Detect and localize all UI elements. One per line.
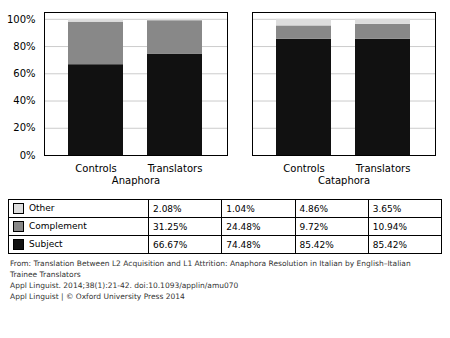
- svg-text:Controls: Controls: [75, 163, 116, 174]
- html-text:From: Translation Between L2 A: From: Translation Between L2 Acquisition…: [10, 259, 411, 268]
- svg-text:0%: 0%: [20, 150, 36, 161]
- svg-text:60%: 60%: [13, 68, 35, 79]
- svg-text:40%: 40%: [13, 95, 35, 106]
- html-text:Other: Other: [29, 203, 55, 213]
- html-text:1.04%: 1.04%: [226, 203, 255, 214]
- svg-text:Translators: Translators: [147, 163, 203, 174]
- html-text:3.65%: 3.65%: [372, 203, 402, 214]
- html-text:31.25%: 31.25%: [153, 221, 188, 232]
- html-text:24.48%: 24.48%: [226, 221, 261, 232]
- html-text:Subject: Subject: [29, 239, 63, 249]
- svg-text:Translators: Translators: [355, 163, 411, 174]
- html-text:Trainee Translators: Trainee Translators: [10, 269, 81, 279]
- svg-text:Cataphora: Cataphora: [318, 175, 370, 186]
- svg-text:Anaphora: Anaphora: [112, 175, 160, 186]
- html-text:74.48%: 74.48%: [226, 239, 261, 250]
- html-text:Complement: Complement: [29, 221, 87, 231]
- html-text:85.42%: 85.42%: [372, 239, 408, 250]
- html-text:9.72%: 9.72%: [299, 221, 329, 232]
- svg-text:100%: 100%: [7, 14, 36, 25]
- svg-text:Controls: Controls: [283, 163, 324, 174]
- svg-text:20%: 20%: [13, 122, 35, 133]
- html-text:Appl Linguist. 2014;38(1):21-4: Appl Linguist. 2014;38(1):21-42. doi:10.…: [10, 280, 239, 290]
- html-text:85.42%: 85.42%: [299, 239, 334, 250]
- svg-text:80%: 80%: [13, 41, 35, 52]
- html-text:2.08%: 2.08%: [153, 203, 182, 214]
- html-text:10.94%: 10.94%: [372, 221, 408, 232]
- html-text:4.86%: 4.86%: [299, 203, 329, 214]
- html-text:66.67%: 66.67%: [153, 239, 188, 250]
- html-text:Appl Linguist | © Oxford Unive: Appl Linguist | © Oxford University Pres…: [10, 291, 185, 301]
